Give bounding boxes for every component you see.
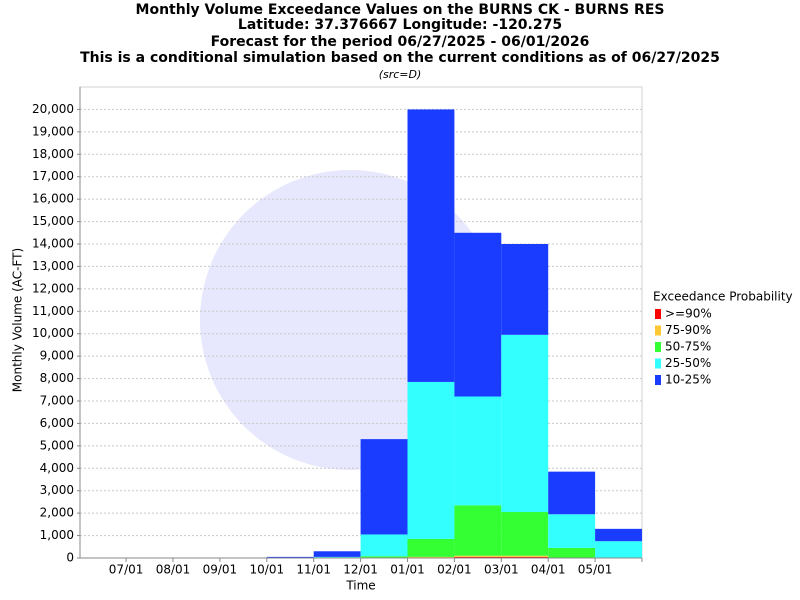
note: (src=D) bbox=[379, 68, 422, 81]
y-tick-label: 17,000 bbox=[32, 169, 74, 183]
y-tick-label: 3,000 bbox=[40, 483, 74, 497]
x-tick-label: 03/01 bbox=[484, 563, 519, 577]
bar-segment bbox=[548, 514, 596, 548]
y-tick-label: 10,000 bbox=[32, 326, 74, 340]
x-tick-label: 12/01 bbox=[343, 563, 378, 577]
x-tick-label: 08/01 bbox=[156, 563, 191, 577]
y-tick-label: 14,000 bbox=[32, 237, 74, 251]
subtitle: Latitude: 37.376667 Longitude: -120.275 bbox=[238, 17, 562, 33]
bar-segment bbox=[501, 244, 549, 335]
y-tick-label: 19,000 bbox=[32, 124, 74, 138]
bar-segment bbox=[360, 439, 408, 535]
legend-swatch bbox=[655, 375, 661, 385]
y-tick-label: 0 bbox=[66, 551, 74, 565]
y-tick-label: 12,000 bbox=[32, 281, 74, 295]
y-tick-label: 18,000 bbox=[32, 147, 74, 161]
y-tick-label: 7,000 bbox=[40, 394, 74, 408]
y-tick-label: 6,000 bbox=[40, 416, 74, 430]
bar-segment bbox=[313, 556, 361, 558]
y-tick-label: 8,000 bbox=[40, 371, 74, 385]
legend-swatch bbox=[655, 342, 661, 352]
bar-segment bbox=[454, 555, 502, 557]
subtitle: This is a conditional simulation based o… bbox=[80, 50, 720, 66]
bar-segment bbox=[360, 556, 408, 558]
bar-segment bbox=[454, 396, 502, 506]
bar-segment bbox=[407, 556, 455, 558]
y-tick-label: 20,000 bbox=[32, 102, 74, 116]
chart-title: Monthly Volume Exceedance Values on the … bbox=[136, 2, 665, 18]
bar-segment bbox=[595, 528, 642, 542]
y-tick-label: 4,000 bbox=[40, 461, 74, 475]
x-tick-label: 07/01 bbox=[109, 563, 144, 577]
legend-label: >=90% bbox=[665, 307, 712, 321]
bar-segment bbox=[454, 505, 502, 556]
bar-segment bbox=[454, 232, 502, 397]
bar-segment bbox=[501, 334, 549, 513]
x-tick-label: 05/01 bbox=[578, 563, 613, 577]
x-tick-label: 01/01 bbox=[390, 563, 425, 577]
legend-swatch bbox=[655, 309, 661, 319]
bar-segment bbox=[454, 556, 502, 558]
legend-label: 25-50% bbox=[665, 356, 711, 370]
bar-segment bbox=[501, 556, 549, 558]
bar-segment bbox=[501, 512, 549, 556]
x-axis-label: Time bbox=[345, 579, 375, 593]
bar-segment bbox=[407, 538, 455, 557]
bar-segment bbox=[595, 541, 642, 558]
x-tick-label: 09/01 bbox=[203, 563, 238, 577]
y-tick-label: 15,000 bbox=[32, 214, 74, 228]
legend-label: 50-75% bbox=[665, 340, 711, 354]
x-tick-label: 10/01 bbox=[250, 563, 285, 577]
bar-segment bbox=[501, 555, 549, 557]
x-tick-label: 04/01 bbox=[531, 563, 566, 577]
legend-title: Exceedance Probability bbox=[653, 290, 793, 304]
subtitle: Forecast for the period 06/27/2025 - 06/… bbox=[211, 34, 590, 50]
legend-swatch bbox=[655, 325, 661, 336]
x-tick-label: 02/01 bbox=[437, 563, 472, 577]
y-tick-label: 1,000 bbox=[40, 528, 74, 542]
y-axis-label: Monthly Volume (AC-FT) bbox=[11, 248, 25, 392]
bar-segment bbox=[266, 556, 314, 558]
bar-segment bbox=[407, 109, 455, 382]
y-tick-label: 9,000 bbox=[40, 349, 74, 363]
bar-segment bbox=[548, 471, 596, 515]
bar-segment bbox=[548, 547, 596, 558]
legend-label: 75-90% bbox=[665, 323, 711, 337]
bar-segment bbox=[360, 534, 408, 557]
legend-label: 10-25% bbox=[665, 373, 711, 387]
legend-swatch bbox=[655, 358, 661, 369]
y-tick-label: 16,000 bbox=[32, 192, 74, 206]
bar-segment bbox=[407, 381, 455, 539]
y-tick-label: 5,000 bbox=[40, 438, 74, 452]
bar-segment bbox=[313, 551, 361, 557]
y-tick-label: 11,000 bbox=[32, 304, 74, 318]
x-tick-label: 11/01 bbox=[296, 563, 331, 577]
y-tick-label: 2,000 bbox=[40, 506, 74, 520]
y-tick-label: 13,000 bbox=[32, 259, 74, 273]
